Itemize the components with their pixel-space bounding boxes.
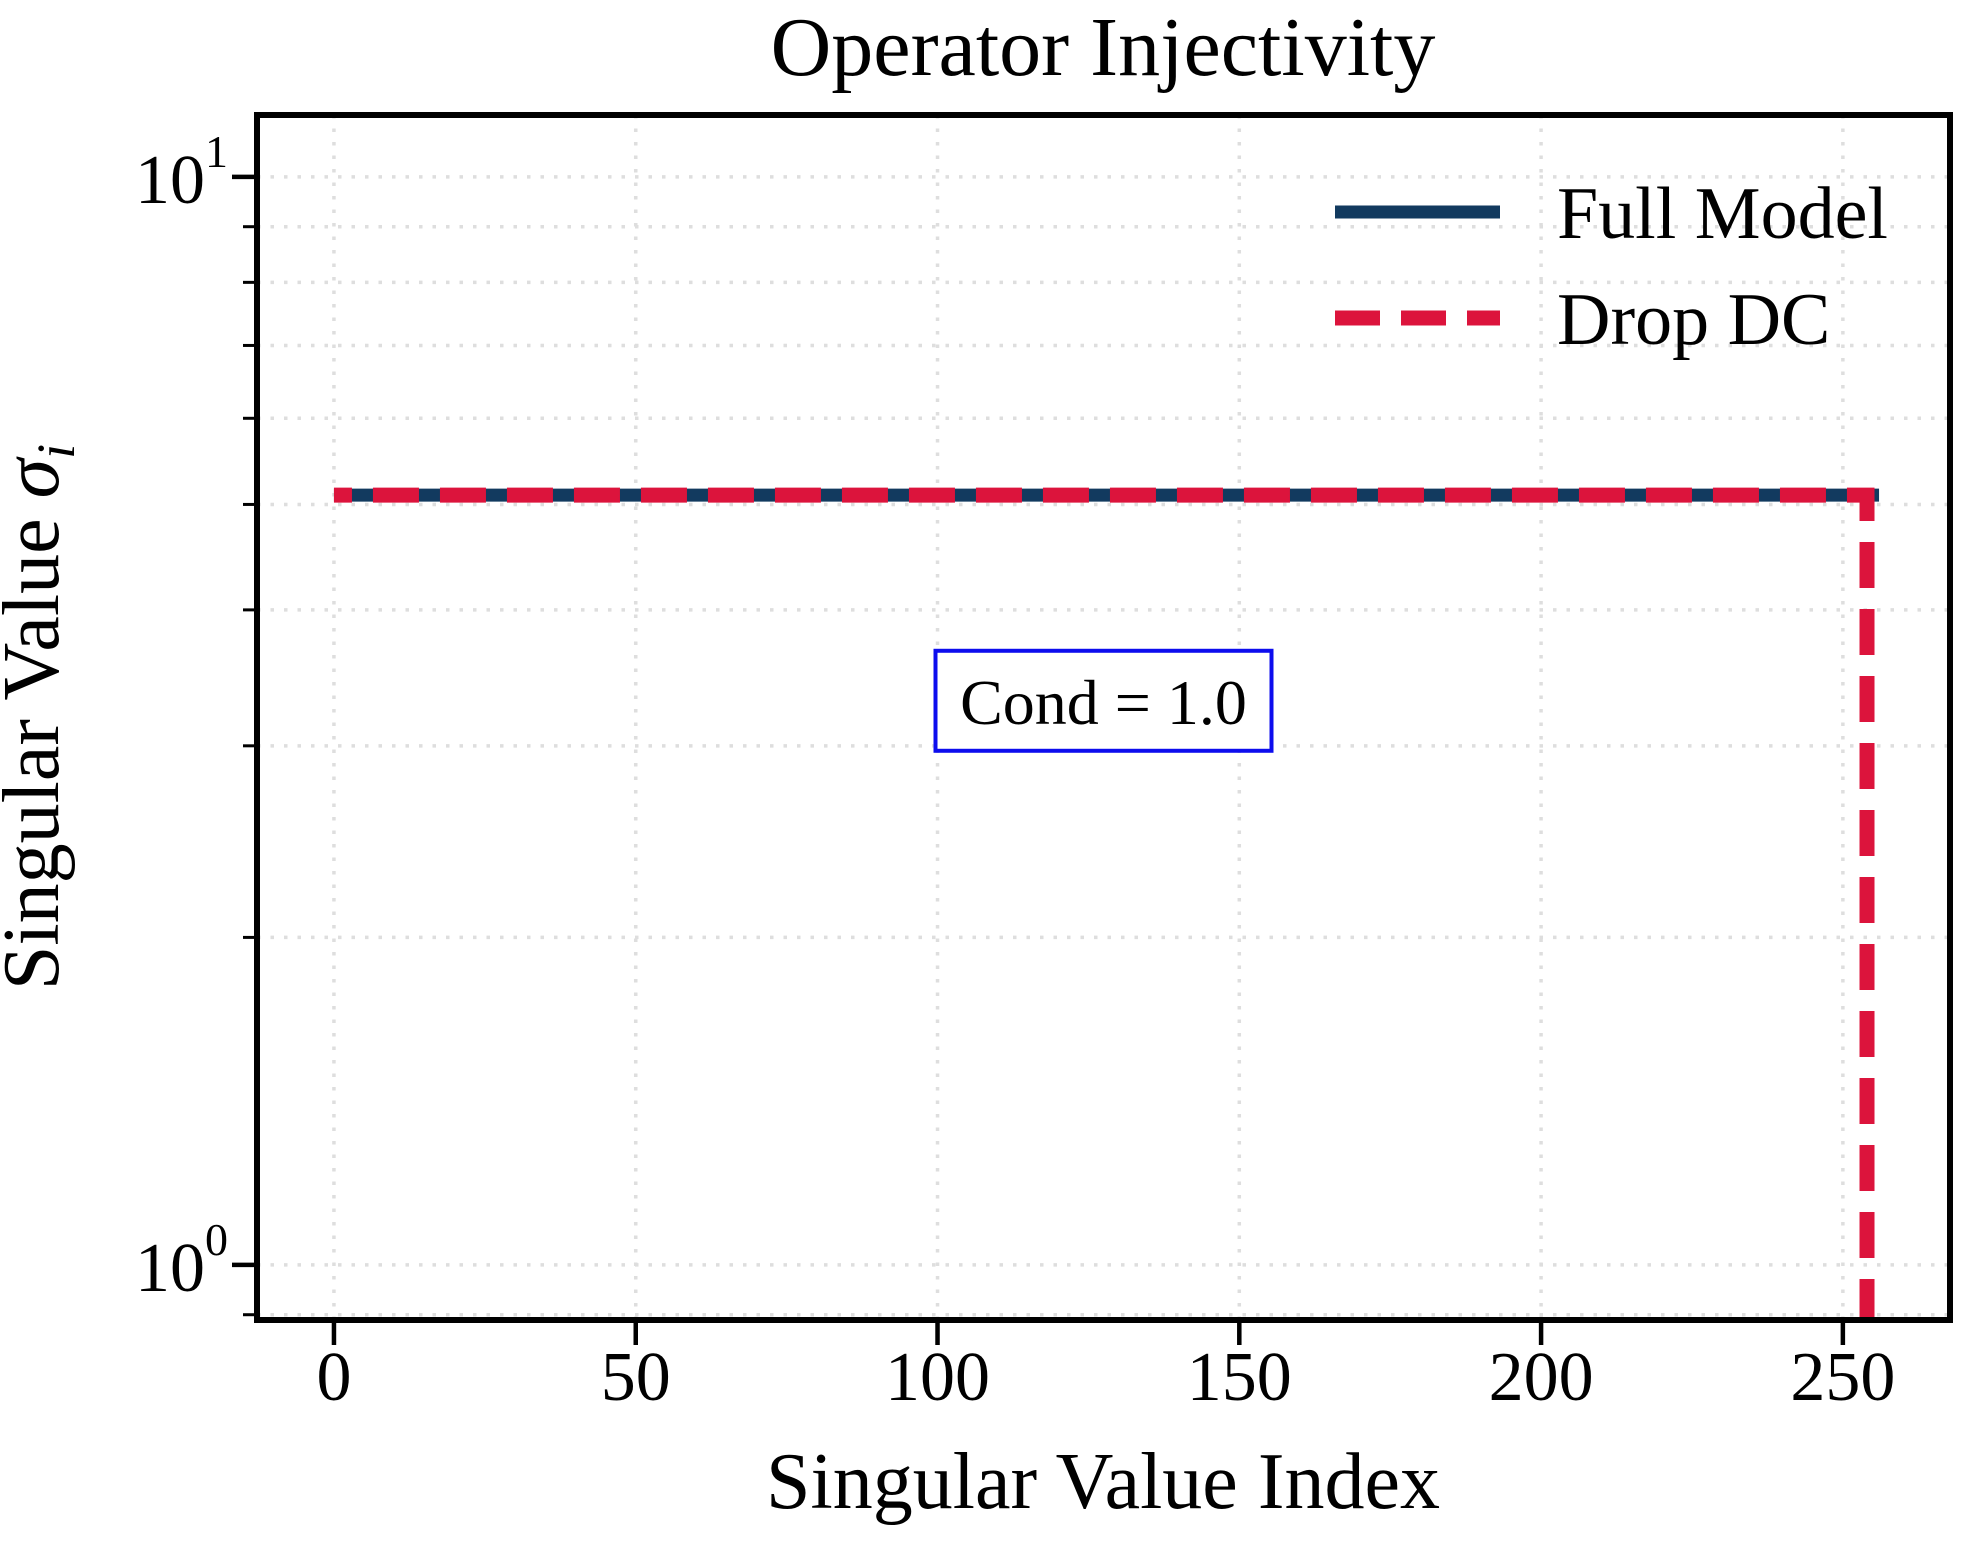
annotation-box [933, 648, 1274, 753]
y-tick-label: 100 [135, 1214, 228, 1307]
chart-title: Operator Injectivity [771, 1, 1436, 94]
x-axis-label: Singular Value Index [766, 1438, 1440, 1526]
legend-label-drop-dc: Drop DC [1557, 279, 1830, 361]
x-tick-label: 200 [1489, 1339, 1594, 1416]
series-drop-dc-line [333, 487, 1875, 1320]
y-axis-label-prefix: Singular Value [0, 498, 76, 990]
annotation-text: Cond = 1.0 [960, 667, 1247, 738]
y-axis-label: Singular Value σi [0, 444, 86, 990]
y-tick-label: 101 [135, 126, 228, 219]
condition-number-annotation: Cond = 1.0 [933, 648, 1274, 753]
x-tick-label: 100 [885, 1339, 990, 1416]
y-tick-base: 10 [135, 1230, 205, 1307]
legend-label-full-model: Full Model [1557, 173, 1888, 255]
sigma-subscript: i [26, 444, 86, 459]
plot-border [254, 112, 1953, 1323]
data-series [333, 487, 1880, 1320]
x-tick-label: 0 [316, 1339, 351, 1416]
y-tick-base: 10 [135, 142, 205, 219]
x-tick-label: 150 [1187, 1339, 1292, 1416]
y-tick-exponent: 1 [205, 126, 228, 177]
x-tick-label: 250 [1790, 1339, 1895, 1416]
sigma-symbol: σ [0, 456, 76, 498]
x-tick-label: 50 [601, 1339, 671, 1416]
axis-ticks [232, 174, 1846, 1345]
y-tick-exponent: 0 [205, 1214, 228, 1265]
legend: Full Model Drop DC [1335, 173, 1888, 361]
